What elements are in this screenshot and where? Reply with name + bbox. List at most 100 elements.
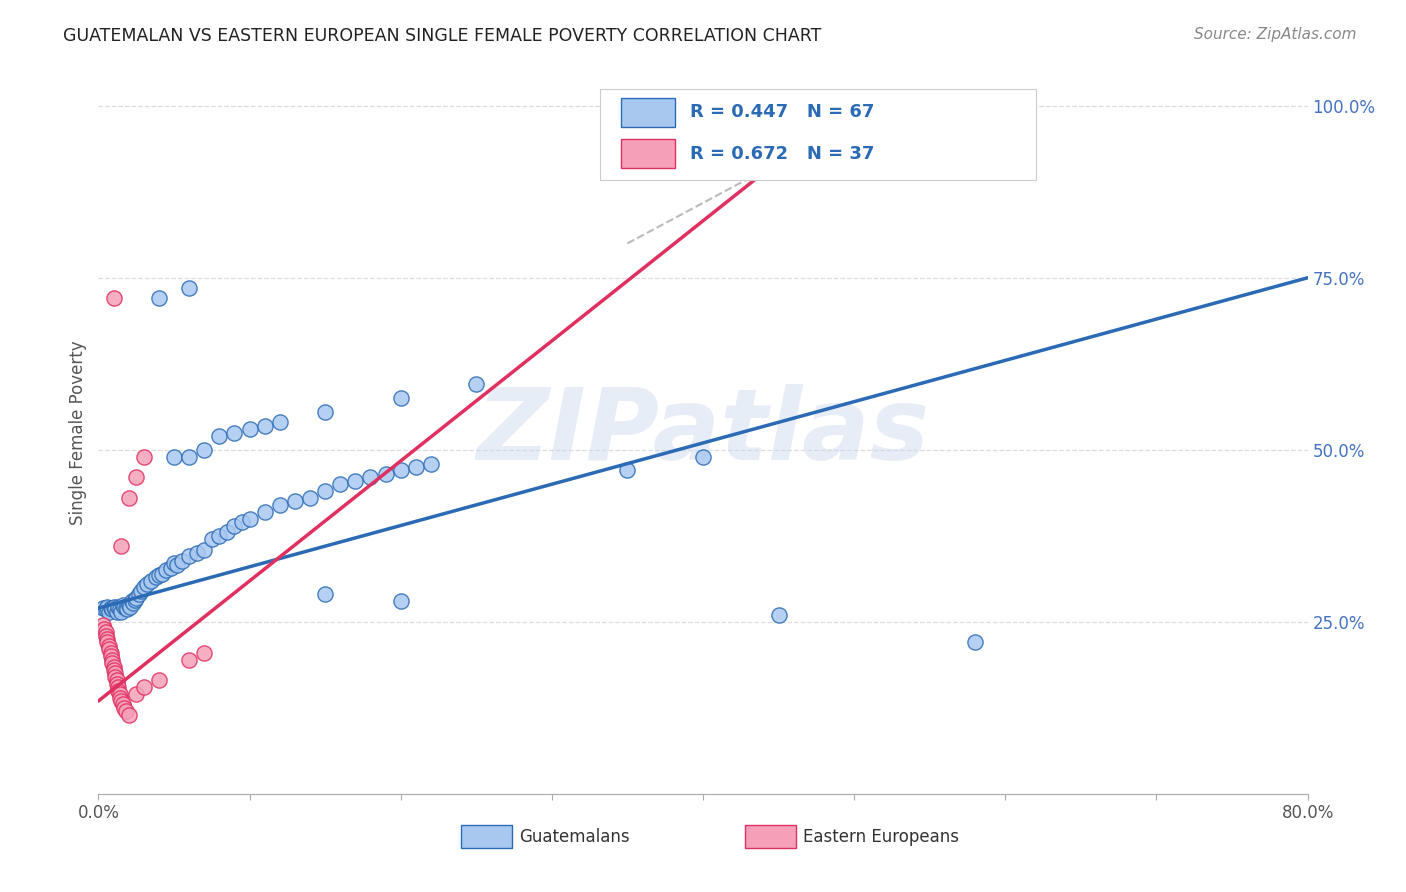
Point [132, 680, 155, 694]
Point [224, 425, 246, 440]
Point [148, 292, 170, 306]
Point [100, 601, 122, 615]
Point [94, 602, 117, 616]
Point [148, 568, 170, 582]
Point [329, 477, 352, 491]
Point [692, 450, 714, 464]
Point [374, 467, 396, 481]
Point [166, 558, 188, 573]
Point [103, 599, 125, 614]
Point [208, 529, 231, 543]
Point [91, 618, 114, 632]
Text: R = 0.672   N = 37: R = 0.672 N = 37 [690, 145, 875, 162]
Point [314, 587, 336, 601]
Point [108, 602, 131, 616]
Point [112, 701, 135, 715]
Point [103, 292, 125, 306]
Point [110, 539, 132, 553]
Point [125, 470, 148, 484]
Point [141, 574, 163, 588]
FancyBboxPatch shape [600, 89, 1035, 180]
Point [101, 653, 124, 667]
Text: Eastern Europeans: Eastern Europeans [803, 828, 959, 846]
Point [108, 687, 131, 701]
Text: R = 0.447   N = 67: R = 0.447 N = 67 [690, 103, 875, 121]
Text: Source: ZipAtlas.com: Source: ZipAtlas.com [1194, 27, 1357, 42]
Point [616, 463, 638, 477]
Point [120, 599, 142, 614]
Point [103, 659, 125, 673]
Point [231, 515, 253, 529]
Point [107, 599, 129, 614]
Point [420, 457, 443, 471]
Point [132, 450, 155, 464]
Point [163, 557, 186, 571]
Point [96, 635, 118, 649]
Point [94, 625, 117, 640]
Point [114, 601, 136, 615]
Point [148, 673, 170, 688]
Point [389, 594, 412, 608]
Point [93, 622, 115, 636]
Point [105, 673, 128, 688]
Point [965, 635, 987, 649]
Point [105, 677, 128, 691]
Point [91, 601, 114, 615]
Point [299, 491, 322, 505]
Point [111, 598, 134, 612]
Point [170, 554, 193, 568]
Point [125, 687, 148, 701]
Point [314, 484, 336, 499]
Point [389, 463, 412, 477]
Point [193, 542, 215, 557]
Point [107, 680, 129, 694]
Point [215, 525, 238, 540]
Point [389, 391, 412, 405]
Point [128, 587, 150, 601]
Point [253, 505, 276, 519]
Point [104, 670, 127, 684]
Point [132, 581, 155, 595]
Point [360, 470, 382, 484]
Point [239, 511, 262, 525]
Point [314, 405, 336, 419]
Point [98, 639, 121, 653]
Y-axis label: Single Female Poverty: Single Female Poverty [69, 341, 87, 524]
FancyBboxPatch shape [621, 139, 675, 169]
Point [405, 460, 427, 475]
Text: Guatemalans: Guatemalans [519, 828, 630, 846]
Point [179, 549, 201, 564]
Point [179, 450, 201, 464]
Point [118, 598, 141, 612]
Point [344, 474, 367, 488]
Point [201, 533, 224, 547]
Point [96, 599, 118, 614]
Point [100, 646, 122, 660]
Point [239, 422, 262, 436]
Point [465, 377, 488, 392]
Point [104, 666, 127, 681]
FancyBboxPatch shape [461, 825, 512, 848]
FancyBboxPatch shape [745, 825, 796, 848]
Point [112, 599, 135, 614]
Point [125, 591, 148, 605]
Text: GUATEMALAN VS EASTERN EUROPEAN SINGLE FEMALE POVERTY CORRELATION CHART: GUATEMALAN VS EASTERN EUROPEAN SINGLE FE… [63, 27, 821, 45]
Point [118, 707, 141, 722]
Point [96, 632, 118, 646]
Point [94, 629, 117, 643]
Point [104, 602, 127, 616]
Point [107, 683, 129, 698]
Point [108, 690, 131, 705]
Point [129, 583, 152, 598]
Point [179, 653, 201, 667]
Point [269, 498, 291, 512]
Point [103, 663, 125, 677]
Point [121, 594, 143, 608]
Point [122, 596, 145, 610]
Point [114, 704, 136, 718]
Point [193, 442, 215, 457]
Point [284, 494, 307, 508]
Point [186, 546, 208, 560]
Point [768, 607, 790, 622]
Point [105, 605, 128, 619]
